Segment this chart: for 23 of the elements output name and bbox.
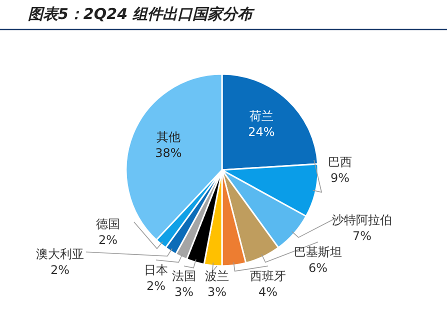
data-label: 4% (258, 285, 278, 299)
slice-label: 日本 (144, 263, 168, 277)
slice-label: 法国 (172, 269, 196, 283)
data-label: 2% (50, 263, 70, 277)
data-label: 9% (330, 171, 350, 185)
slice-label: 西班牙 (250, 269, 286, 283)
slice-label: 沙特阿拉伯 (332, 213, 392, 227)
slice-label: 荷兰 (249, 109, 274, 124)
data-label: 3% (207, 285, 227, 299)
data-label: 6% (308, 261, 328, 275)
chart-title: 图表5：2Q24 组件出口国家分布 (28, 5, 256, 23)
data-label: 38% (155, 146, 182, 160)
data-label: 24% (248, 125, 275, 140)
data-label: 2% (146, 279, 166, 293)
slice-label: 澳大利亚 (36, 247, 84, 261)
slice-label: 德国 (96, 217, 120, 231)
slice-label: 巴西 (328, 155, 352, 169)
data-label: 2% (98, 233, 118, 247)
data-label: 3% (174, 285, 194, 299)
data-label: 7% (352, 229, 372, 243)
slice-label: 波兰 (205, 269, 229, 283)
slice-label: 其他 (156, 130, 180, 144)
slice-label: 巴基斯坦 (294, 245, 342, 259)
